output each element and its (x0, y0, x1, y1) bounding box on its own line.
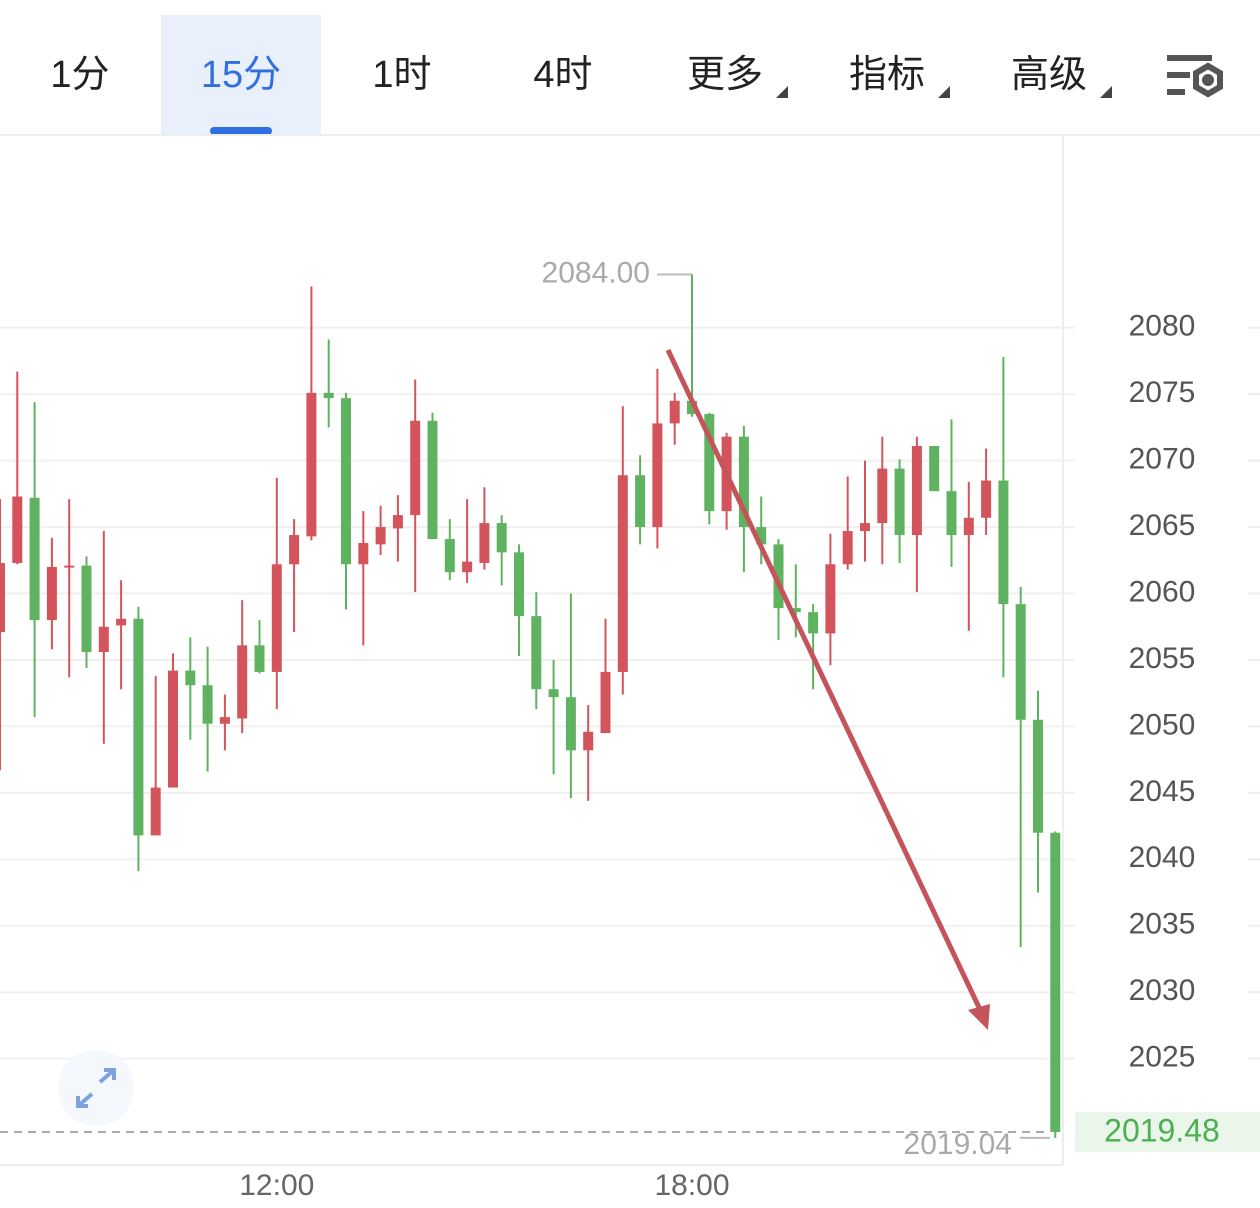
candle-body (202, 685, 213, 724)
candle-body (341, 398, 351, 565)
annotation-arrow (665, 348, 987, 1020)
candle-body (392, 515, 403, 529)
y-tick-label: 2070 (1129, 443, 1196, 476)
candle-body (29, 497, 40, 621)
candle-body (271, 564, 282, 672)
x-tick-label: 18:00 (654, 1169, 729, 1202)
candle-body (652, 423, 663, 528)
x-tick-label: 12:00 (239, 1169, 314, 1202)
candle-body (12, 496, 23, 563)
candle-body (289, 535, 300, 565)
candle-body (81, 565, 92, 652)
candle-body (98, 626, 109, 652)
dropdown-caret (1100, 86, 1112, 98)
y-tick-label: 2080 (1129, 310, 1196, 343)
candle-body (669, 400, 680, 424)
candle-body (306, 392, 317, 537)
candle-body (185, 670, 196, 686)
tab[interactable]: 15分 (201, 54, 281, 96)
candle-body (168, 670, 178, 788)
candle-body (254, 645, 265, 672)
candle-body (929, 445, 940, 492)
candle-body (894, 468, 905, 536)
candle-body (738, 436, 749, 528)
last-price-bg (1075, 1112, 1260, 1152)
candle-body (150, 787, 161, 836)
candle-body (462, 561, 473, 573)
tab[interactable]: 1分 (50, 54, 109, 96)
low-label: 2019.04 (904, 1128, 1012, 1161)
candle-body (635, 475, 646, 528)
candle-body (0, 562, 5, 633)
dropdown-caret (938, 86, 950, 98)
y-tick-label: 2060 (1129, 575, 1196, 608)
candle-body (911, 445, 922, 536)
candle-body (219, 717, 230, 724)
y-tick-label: 2050 (1129, 708, 1196, 741)
candle-body (1015, 604, 1026, 720)
candle-body (877, 468, 888, 524)
candle-body (981, 480, 992, 518)
tab[interactable]: 1时 (372, 54, 431, 96)
candle-body (358, 543, 369, 565)
annotation-arrowhead (968, 1004, 990, 1030)
y-tick-label: 2065 (1129, 509, 1196, 542)
candle-body (565, 697, 576, 751)
y-tick-label: 2040 (1129, 841, 1196, 874)
candle-body (479, 523, 490, 563)
active-tab-indicator (210, 127, 272, 135)
active-tab-bg (161, 15, 321, 135)
settings-icon[interactable] (1167, 55, 1223, 98)
candle-body (531, 616, 542, 690)
candle-body (756, 527, 767, 545)
y-tick-label: 2045 (1129, 775, 1196, 808)
candle-body (963, 517, 974, 536)
candle-body (237, 645, 248, 719)
candle-body (860, 523, 870, 532)
tab[interactable]: 高级 (1011, 54, 1087, 96)
candle-body (514, 552, 524, 617)
candle-body (704, 414, 715, 512)
expand-button[interactable] (58, 1050, 134, 1126)
candle-body (842, 531, 853, 565)
candle-body (687, 400, 697, 415)
last-price-label: 2019.48 (1104, 1112, 1220, 1148)
y-tick-label: 2055 (1129, 642, 1196, 675)
candle-body (323, 392, 334, 399)
tab[interactable]: 指标 (849, 54, 925, 96)
candle-body (496, 523, 507, 553)
y-tick-label: 2025 (1129, 1041, 1196, 1074)
candle-body (1033, 719, 1043, 833)
y-tick-label: 2030 (1129, 974, 1196, 1007)
candle-body (548, 689, 559, 698)
high-label: 2084.00 (542, 256, 650, 289)
candle-body (790, 608, 801, 613)
candle-body (410, 420, 421, 516)
candle-body (583, 731, 594, 751)
candle-body (64, 565, 75, 568)
candle-body (133, 618, 144, 836)
candle-body (116, 618, 127, 626)
candle-body (825, 564, 836, 634)
tab[interactable]: 4时 (533, 54, 592, 96)
dropdown-caret (776, 86, 788, 98)
candle-body (375, 527, 386, 545)
candle-body (617, 475, 628, 672)
candle-body (998, 480, 1009, 605)
candle-body (946, 491, 957, 536)
candle-body (444, 539, 455, 573)
tab[interactable]: 更多 (687, 54, 763, 96)
y-tick-label: 2035 (1129, 908, 1196, 941)
candle-body (46, 566, 57, 621)
candle-body (773, 544, 784, 609)
candle-body (1050, 832, 1061, 1133)
candle-body (808, 612, 819, 634)
y-tick-label: 2075 (1129, 376, 1196, 409)
candle-body (427, 420, 438, 540)
candle-body (600, 671, 611, 734)
